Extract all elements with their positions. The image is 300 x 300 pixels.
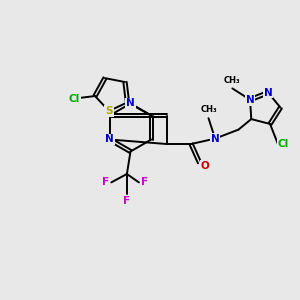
Text: CH₃: CH₃	[224, 76, 241, 85]
Text: N: N	[126, 98, 135, 109]
Text: F: F	[141, 177, 148, 188]
Text: O: O	[200, 161, 209, 171]
Text: Cl: Cl	[278, 139, 289, 149]
Text: N: N	[246, 95, 254, 105]
Text: N: N	[211, 134, 220, 144]
Text: F: F	[102, 177, 110, 188]
Text: S: S	[105, 106, 113, 116]
Text: Cl: Cl	[68, 94, 80, 103]
Text: F: F	[123, 196, 130, 206]
Text: CH₃: CH₃	[200, 105, 217, 114]
Text: N: N	[264, 88, 272, 98]
Text: N: N	[105, 134, 114, 145]
